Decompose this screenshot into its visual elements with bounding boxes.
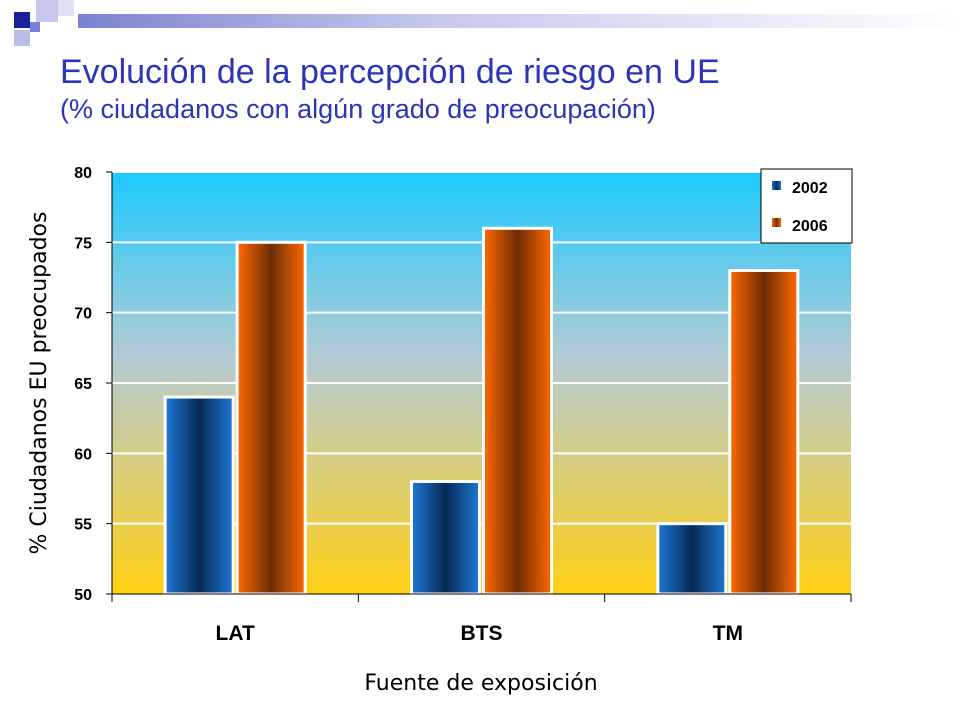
deco-square-light <box>58 0 74 16</box>
axes <box>106 171 852 602</box>
deco-square-light <box>36 0 58 22</box>
bar-2002-LAT <box>163 395 235 596</box>
deco-square-light <box>14 30 30 46</box>
y-tick-label: 75 <box>74 235 92 252</box>
y-tick-label: 60 <box>74 446 92 463</box>
legend-label-2006: 2006 <box>792 218 828 235</box>
bars <box>163 226 800 596</box>
x-tick-label: BTS <box>461 622 503 645</box>
legend-swatch-2006 <box>772 218 781 227</box>
x-tick-label: LAT <box>216 622 255 645</box>
y-tick-label: 55 <box>74 517 92 534</box>
bar-2006-LAT <box>235 240 307 596</box>
title-block: Evolución de la percepción de riesgo en … <box>60 52 720 126</box>
legend-swatch-2002 <box>772 181 781 190</box>
bar-2002-TM <box>656 522 728 596</box>
slide-subtitle: (% ciudadanos con algún grado de preocup… <box>60 94 656 124</box>
deco-square-dark <box>14 12 30 28</box>
legend: 2002 2006 <box>760 168 853 244</box>
legend-label-2002: 2002 <box>792 180 828 197</box>
x-axis-title: Fuente de exposición <box>364 671 597 696</box>
y-axis-title: % Ciudadanos EU preocupados <box>27 212 52 555</box>
y-tick-label: 50 <box>74 587 92 604</box>
deco-square-dark <box>30 22 40 32</box>
y-tick-label: 65 <box>74 376 92 393</box>
corner-decoration <box>0 0 960 50</box>
slide-title: Evolución de la percepción de riesgo en … <box>60 53 720 91</box>
x-tick-label: TM <box>713 622 743 645</box>
y-tick-label: 70 <box>74 306 92 323</box>
deco-bar <box>78 14 960 28</box>
tick-labels: 50 55 60 65 70 75 80 LAT BTS TM <box>74 165 743 645</box>
gridlines <box>112 171 851 525</box>
bar-2006-BTS <box>482 226 553 596</box>
bar-2006-TM <box>728 268 800 596</box>
bar-2002-BTS <box>410 479 481 596</box>
y-tick-label: 80 <box>74 165 92 182</box>
